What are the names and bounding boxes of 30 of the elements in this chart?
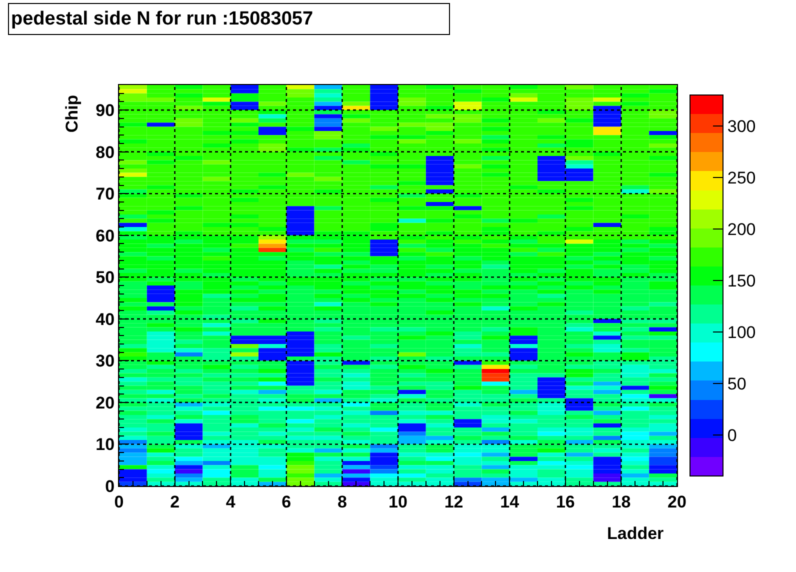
y-tick-label: 30: [96, 352, 115, 371]
color-bar-label: 150: [727, 271, 756, 290]
y-tick-label: 20: [96, 393, 115, 412]
y-tick-label: 80: [96, 142, 115, 162]
x-tick-label: 12: [444, 492, 464, 512]
y-tick-label: 90: [96, 101, 115, 120]
chart-title: pedestal side N for run :15083057: [11, 8, 314, 30]
color-bar-label: 250: [727, 168, 756, 188]
x-tick-label: 16: [556, 492, 575, 512]
y-tick-label: 70: [96, 184, 115, 204]
color-bar-label: 100: [727, 322, 756, 342]
y-tick-label: 0: [105, 476, 115, 496]
y-tick-label: 60: [96, 226, 115, 246]
y-tick-label: 40: [96, 310, 115, 329]
x-tick-label: 6: [282, 492, 292, 512]
x-tick-label: 20: [668, 492, 686, 512]
x-tick-label: 4: [226, 492, 236, 512]
x-tick-label: 2: [170, 492, 180, 512]
color-bar-label: 300: [727, 116, 756, 136]
x-tick-label: 10: [388, 492, 408, 512]
color-bar-label: 50: [727, 374, 746, 394]
y-axis-title: Chip: [62, 94, 82, 133]
x-tick-label: 14: [500, 492, 520, 512]
y-tick-label: 50: [96, 268, 115, 288]
x-axis-title: Ladder: [607, 524, 664, 543]
color-bar-label: 200: [727, 220, 756, 239]
x-tick-label: 18: [612, 492, 631, 512]
y-tick-label: 10: [96, 435, 115, 454]
color-bar-label: 0: [727, 426, 737, 445]
x-tick-label: 8: [337, 492, 347, 512]
